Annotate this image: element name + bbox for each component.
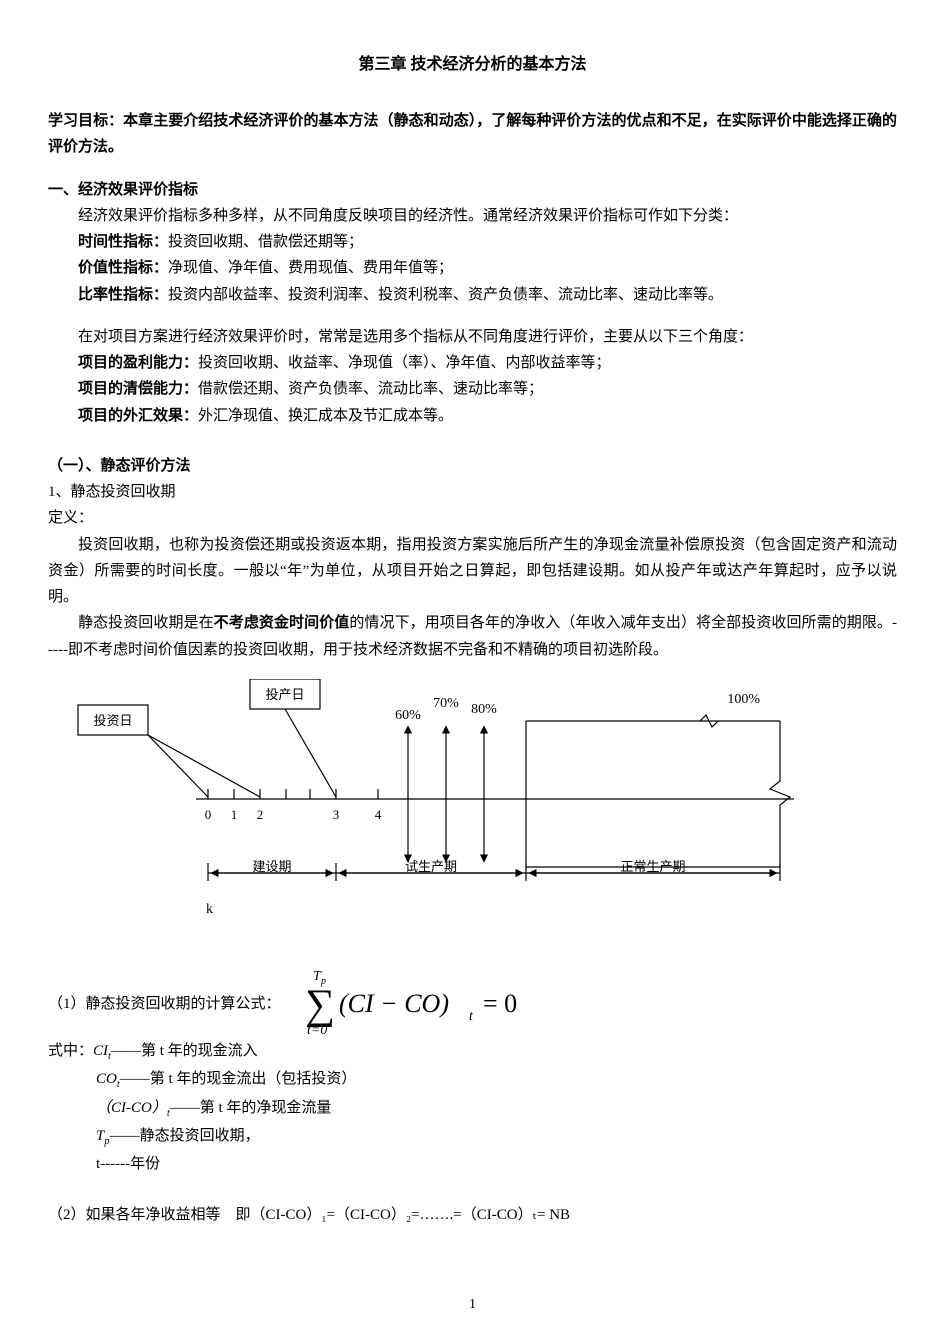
repay-line: 项目的清偿能力：借款偿还期、资产负债率、流动比率、速动比率等； [48, 376, 897, 402]
co-symbol: CO [96, 1071, 117, 1087]
objective-label: 学习目标： [48, 113, 123, 129]
svg-text:2: 2 [257, 807, 264, 822]
svg-text:正常生产期: 正常生产期 [620, 859, 685, 874]
formula-row: （1）静态投资回收期的计算公式： ∑Tpt=0(CI − CO)t= 0 [48, 968, 897, 1038]
indicator-ratio: 比率性指标：投资内部收益率、投资利润率、投资利税率、资产负债率、流动比率、速动比… [48, 282, 897, 308]
svg-text:4: 4 [375, 807, 382, 822]
value-label: 价值性指标： [78, 260, 168, 276]
defs-line-4: Tp——静态投资回收期， [48, 1123, 897, 1151]
time-label: 时间性指标： [78, 234, 168, 250]
defs-line-1: 式中：CIt——第 t 年的现金流入 [48, 1038, 897, 1066]
def-p2-b: 不考虑资金时间价值 [214, 615, 350, 631]
svg-text:= 0: = 0 [483, 989, 517, 1018]
svg-text:p: p [320, 976, 326, 987]
equal-income-line: （2）如果各年净收益相等 即（CI-CO）₁=（CI-CO）₂=…….=（CI-… [48, 1202, 897, 1228]
value-text: 净现值、净年值、费用现值、费用年值等； [168, 260, 453, 276]
symbol-definitions: 式中：CIt——第 t 年的现金流入 COt——第 t 年的现金流出（包括投资）… [48, 1038, 897, 1178]
learning-objective: 学习目标：本章主要介绍技术经济评价的基本方法（静态和动态），了解每种评价方法的优… [48, 108, 897, 161]
svg-text:70%: 70% [433, 696, 459, 711]
tp-desc: ——静态投资回收期， [110, 1128, 260, 1144]
cico-desc: ——第 t 年的净现金流量 [170, 1100, 332, 1116]
svg-text:投资日: 投资日 [93, 713, 132, 728]
t-desc: 年份 [130, 1156, 160, 1172]
svg-text:t: t [469, 1009, 474, 1024]
objective-text: 本章主要介绍技术经济评价的基本方法（静态和动态），了解每种评价方法的优点和不足，… [48, 113, 897, 155]
section-2-sub1: 1、静态投资回收期 [48, 479, 897, 505]
t-symbol: t------ [96, 1156, 130, 1172]
ci-desc: ——第 t 年的现金流入 [111, 1043, 258, 1059]
svg-text:∑: ∑ [305, 982, 335, 1028]
fx-label: 项目的外汇效果： [78, 408, 198, 424]
svg-text:t=0: t=0 [307, 1023, 327, 1038]
fx-line: 项目的外汇效果：外汇净现值、换汇成本及节汇成本等。 [48, 403, 897, 429]
svg-text:k: k [206, 902, 213, 917]
ratio-text: 投资内部收益率、投资利润率、投资利税率、资产负债率、流动比率、速动比率等。 [168, 287, 723, 303]
def-p2-a: 静态投资回收期是在 [78, 615, 214, 631]
section-1-heading: 一、经济效果评价指标 [48, 177, 897, 203]
formula-lead: （1）静态投资回收期的计算公式： [48, 992, 281, 1013]
svg-text:3: 3 [333, 807, 340, 822]
profit-text: 投资回收期、收益率、净现值（率）、净年值、内部收益率等； [198, 355, 611, 371]
defs-intro: 式中： [48, 1043, 93, 1059]
indicator-value: 价值性指标：净现值、净年值、费用现值、费用年值等； [48, 255, 897, 281]
svg-text:100%: 100% [727, 692, 760, 707]
defs-line-5: t------年份 [48, 1151, 897, 1177]
svg-text:试生产期: 试生产期 [405, 859, 457, 874]
section-2-heading: （一）、静态评价方法 [48, 453, 897, 479]
formula-svg: ∑Tpt=0(CI − CO)t= 0 [287, 968, 547, 1038]
svg-text:0: 0 [205, 807, 212, 822]
svg-text:60%: 60% [395, 708, 421, 723]
ratio-label: 比率性指标： [78, 287, 168, 303]
time-text: 投资回收期、借款偿还期等； [168, 234, 363, 250]
chapter-title: 第三章 技术经济分析的基本方法 [48, 50, 897, 74]
section-1-intro: 经济效果评价指标多种多样，从不同角度反映项目的经济性。通常经济效果评价指标可作如… [48, 203, 897, 229]
def-label: 定义： [48, 505, 897, 531]
ci-symbol: CI [93, 1043, 108, 1059]
diagram-svg: 0 1 2 3 4 60% 70% 80% 100% 建设期 试生产期 正常生产期 k 投资日 投产日 [48, 679, 818, 939]
svg-text:80%: 80% [471, 702, 497, 717]
defs-line-3: （CI-CO）t——第 t 年的净现金流量 [48, 1095, 897, 1123]
svg-text:建设期: 建设期 [252, 859, 291, 874]
fx-text: 外汇净现值、换汇成本及节汇成本等。 [198, 408, 453, 424]
svg-text:1: 1 [231, 807, 238, 822]
svg-text:(CI − CO): (CI − CO) [339, 989, 449, 1018]
page-number: 1 [0, 1297, 945, 1313]
timeline-diagram: 0 1 2 3 4 60% 70% 80% 100% 建设期 试生产期 正常生产期 k 投资日 投产日 [48, 679, 897, 944]
profit-line: 项目的盈利能力：投资回收期、收益率、净现值（率）、净年值、内部收益率等； [48, 350, 897, 376]
angles-intro: 在对项目方案进行经济效果评价时，常常是选用多个指标从不同角度进行评价，主要从以下… [48, 324, 897, 350]
defs-line-2: COt——第 t 年的现金流出（包括投资） [48, 1066, 897, 1094]
co-desc: ——第 t 年的现金流出（包括投资） [120, 1071, 357, 1087]
profit-label: 项目的盈利能力： [78, 355, 198, 371]
def-p2: 静态投资回收期是在不考虑资金时间价值的情况下，用项目各年的净收入（年收入减年支出… [48, 610, 897, 663]
repay-text: 借款偿还期、资产负债率、流动比率、速动比率等； [198, 381, 543, 397]
cico-symbol: （CI-CO） [96, 1100, 167, 1116]
document-page: 第三章 技术经济分析的基本方法 学习目标：本章主要介绍技术经济评价的基本方法（静… [0, 0, 945, 1337]
svg-text:投产日: 投产日 [265, 687, 304, 702]
def-p1: 投资回收期，也称为投资偿还期或投资返本期，指用投资方案实施后所产生的净现金流量补… [48, 532, 897, 611]
repay-label: 项目的清偿能力： [78, 381, 198, 397]
indicator-time: 时间性指标：投资回收期、借款偿还期等； [48, 229, 897, 255]
